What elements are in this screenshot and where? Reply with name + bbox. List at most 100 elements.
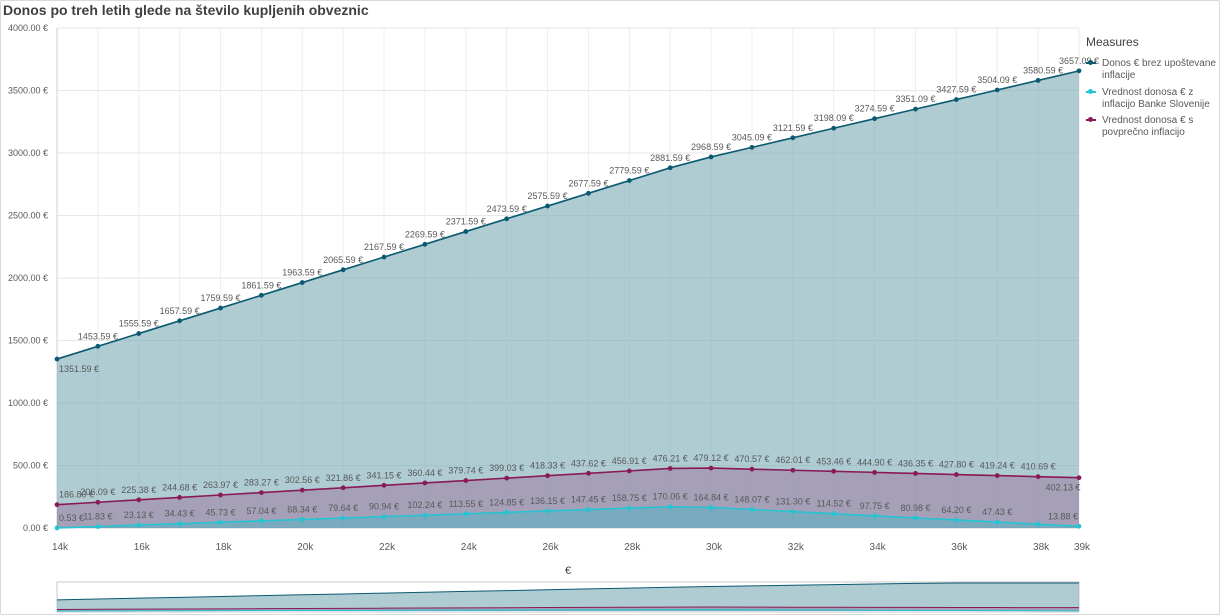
data-point[interactable]	[340, 485, 346, 491]
data-point[interactable]	[708, 465, 714, 471]
x-tick-label: 22k	[379, 542, 396, 553]
data-point[interactable]	[136, 522, 142, 528]
y-tick-label: 3500.00 €	[8, 86, 48, 96]
data-point[interactable]	[667, 504, 673, 510]
data-point[interactable]	[136, 497, 142, 503]
data-point[interactable]	[299, 487, 305, 493]
data-point[interactable]	[218, 519, 223, 525]
data-point[interactable]	[463, 229, 469, 234]
data-point[interactable]	[1076, 68, 1082, 74]
data-point[interactable]	[463, 478, 469, 483]
data-point[interactable]	[1035, 521, 1041, 527]
data-point[interactable]	[177, 495, 183, 500]
y-tick-label: 500.00 €	[13, 461, 48, 471]
data-label: 1555.59 €	[119, 319, 159, 329]
data-point[interactable]	[1035, 474, 1041, 480]
data-point[interactable]	[586, 470, 591, 476]
data-point[interactable]	[218, 492, 223, 498]
data-point[interactable]	[545, 508, 550, 514]
data-point[interactable]	[95, 343, 101, 349]
data-point[interactable]	[708, 154, 714, 160]
data-point[interactable]	[626, 505, 632, 511]
data-label: 1861.59 €	[241, 280, 281, 290]
data-point[interactable]	[422, 480, 428, 486]
data-point[interactable]	[872, 116, 877, 122]
data-point[interactable]	[545, 203, 550, 209]
data-point[interactable]	[749, 507, 755, 512]
data-point[interactable]	[994, 87, 1000, 93]
data-point[interactable]	[953, 97, 959, 102]
data-point[interactable]	[340, 267, 346, 273]
data-point[interactable]	[994, 473, 1000, 478]
x-tick-label: 28k	[624, 542, 641, 553]
data-point[interactable]	[913, 471, 918, 476]
navigator-line	[56, 606, 1080, 610]
data-label: 68.34 €	[287, 504, 317, 514]
data-point[interactable]	[953, 472, 959, 477]
data-point[interactable]	[626, 178, 632, 183]
data-point[interactable]	[831, 511, 837, 517]
data-point[interactable]	[504, 475, 510, 481]
data-label: 3351.09 €	[895, 94, 935, 104]
data-point[interactable]	[95, 524, 101, 529]
data-point[interactable]	[790, 509, 796, 514]
data-point[interactable]	[299, 280, 305, 285]
data-point[interactable]	[259, 518, 264, 524]
x-tick-label: 39k	[1074, 542, 1091, 553]
data-point[interactable]	[1035, 78, 1041, 83]
data-point[interactable]	[586, 190, 591, 196]
data-point[interactable]	[913, 515, 918, 521]
data-point[interactable]	[54, 502, 60, 508]
data-point[interactable]	[340, 515, 346, 521]
data-point[interactable]	[1076, 475, 1082, 481]
data-label: 444.90 €	[857, 457, 892, 467]
data-label: 3427.59 €	[936, 85, 976, 95]
data-point[interactable]	[463, 511, 469, 517]
data-label: 436.35 €	[898, 458, 933, 468]
data-point[interactable]	[381, 482, 387, 488]
data-point[interactable]	[708, 504, 714, 510]
data-point[interactable]	[872, 513, 877, 519]
series-area	[57, 70, 1079, 529]
data-point[interactable]	[586, 507, 591, 512]
data-point[interactable]	[504, 509, 510, 515]
data-label: 113.55 €	[449, 499, 483, 509]
data-label: 3657.09 €	[1059, 56, 1099, 66]
data-point[interactable]	[177, 318, 183, 324]
data-point[interactable]	[299, 517, 305, 522]
data-point[interactable]	[54, 356, 60, 362]
data-point[interactable]	[913, 106, 918, 112]
data-point[interactable]	[177, 521, 183, 527]
data-label: 186.80 €	[59, 490, 94, 500]
y-tick-label: 3000.00 €	[8, 148, 48, 158]
data-point[interactable]	[831, 125, 837, 131]
data-point[interactable]	[422, 512, 428, 518]
data-point[interactable]	[381, 514, 387, 520]
data-label: 3198.09 €	[814, 113, 854, 123]
data-point[interactable]	[831, 468, 837, 474]
data-point[interactable]	[381, 254, 387, 260]
data-point[interactable]	[136, 331, 142, 336]
data-point[interactable]	[953, 517, 959, 523]
data-point[interactable]	[95, 499, 101, 505]
data-point[interactable]	[1076, 523, 1082, 529]
data-point[interactable]	[749, 144, 755, 150]
data-point[interactable]	[259, 490, 264, 495]
data-label: 2779.59 €	[609, 166, 649, 176]
data-point[interactable]	[54, 525, 60, 531]
data-point[interactable]	[218, 305, 223, 311]
data-point[interactable]	[872, 469, 877, 475]
data-point[interactable]	[259, 292, 264, 298]
data-point[interactable]	[545, 473, 550, 479]
data-point[interactable]	[667, 466, 673, 471]
data-point[interactable]	[626, 468, 632, 474]
data-point[interactable]	[994, 519, 1000, 525]
data-point[interactable]	[667, 165, 673, 171]
data-point[interactable]	[504, 216, 510, 222]
data-label: 1657.59 €	[160, 306, 200, 316]
data-point[interactable]	[790, 135, 796, 141]
data-point[interactable]	[749, 466, 755, 472]
data-point[interactable]	[790, 467, 796, 473]
data-point[interactable]	[422, 241, 428, 247]
